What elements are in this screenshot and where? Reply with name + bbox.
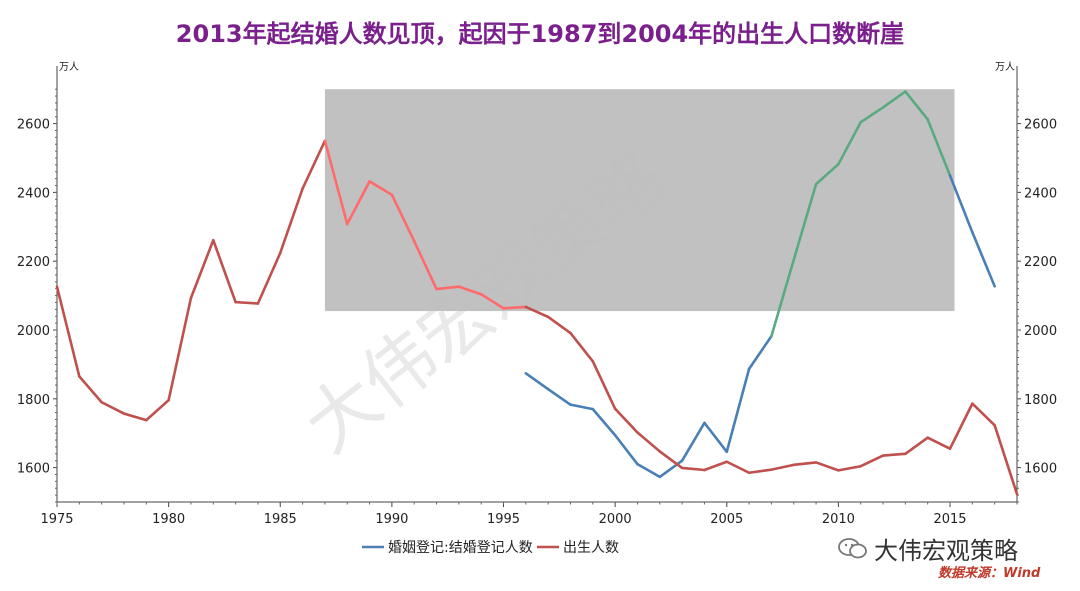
x-tick-label: 2005	[710, 512, 743, 527]
x-tick-label: 2010	[822, 512, 855, 527]
series-1-segment	[703, 421, 729, 454]
series-2-segment	[747, 468, 773, 475]
series-2-segment	[546, 315, 572, 335]
series-2-segment	[658, 450, 684, 470]
series-1-segment	[881, 90, 907, 109]
series-1-segment	[904, 90, 929, 121]
series-2-segment	[926, 436, 952, 450]
series-2-segment	[211, 238, 237, 304]
series-2-segment	[390, 193, 416, 243]
series-2-segment	[837, 464, 863, 472]
series-1-segment	[524, 372, 550, 391]
series-1-segment	[859, 106, 885, 124]
series-2-segment	[814, 461, 840, 472]
series-1-segment	[725, 367, 751, 454]
chart-title: 2013年起结婚人数见顶，起因于1987到2004年的出生人口数断崖	[175, 20, 905, 48]
series-2-segment	[859, 454, 885, 468]
y-tick-label-left: 2600	[17, 118, 50, 133]
series-2-segment	[680, 466, 706, 472]
y-tick-label-right: 2000	[1024, 324, 1057, 339]
series-1-segment	[658, 459, 684, 479]
y-tick-label-right: 1600	[1024, 462, 1057, 477]
series-2-segment	[524, 305, 550, 319]
series-2-segment	[725, 460, 751, 475]
y-unit-left: 万人	[59, 61, 79, 73]
series-1-segment	[546, 387, 572, 406]
series-2-segment	[792, 461, 818, 467]
series-1-segment	[948, 174, 974, 234]
series-1-segment	[636, 462, 662, 479]
series-1-segment	[926, 118, 952, 177]
series-2-segment	[569, 331, 595, 363]
y-tick-label-right: 2400	[1024, 186, 1057, 201]
series-2-segment	[971, 402, 996, 427]
series-2-segment	[770, 463, 796, 471]
legend-label-2: 出生人数	[563, 540, 619, 556]
x-tick-label: 1990	[375, 512, 408, 527]
y-tick-label-left: 2000	[17, 324, 50, 339]
legend: 婚姻登记:结婚登记人数 出生人数	[362, 540, 619, 556]
y-tick-label-right: 1800	[1024, 393, 1057, 408]
series-2-segment	[435, 285, 461, 291]
legend-label-1: 婚姻登记:结婚登记人数	[388, 540, 533, 556]
series-1-segment	[837, 120, 863, 166]
series-2-segment	[613, 407, 639, 434]
brand-name: 大伟宏观策略	[874, 537, 1018, 565]
axes-layer: 万人 万人 1600 1600 1800 1800 2000 2000 2200 2200 2400…	[17, 61, 1057, 527]
series-1-segment	[747, 334, 773, 371]
y-tick-label-left: 1600	[17, 462, 50, 477]
series-2-segment	[636, 431, 662, 453]
x-tick-label: 1975	[40, 512, 73, 527]
x-tick-label: 2015	[933, 512, 966, 527]
series-2-segment	[591, 360, 617, 411]
series-2-segment	[78, 375, 103, 404]
series-2-segment	[323, 139, 349, 226]
series-1-segment	[971, 231, 996, 288]
series-1-segment	[569, 403, 595, 411]
series-2-segment	[502, 305, 528, 310]
series-2-segment	[167, 296, 193, 402]
wechat-icon	[838, 537, 868, 560]
series-2-segment	[703, 460, 729, 472]
x-tick-label: 1985	[264, 512, 297, 527]
series-1-segment	[792, 182, 818, 262]
series-2-segment	[122, 412, 148, 422]
x-tick-label: 1980	[152, 512, 185, 527]
y-tick-label-left: 2400	[17, 186, 50, 201]
series-2-segment	[993, 423, 1019, 496]
series-2-segment	[278, 187, 304, 255]
series-1-segment	[591, 407, 617, 437]
series-1-segment	[680, 421, 706, 463]
x-tick-label: 2000	[599, 512, 632, 527]
series-2-segment	[881, 452, 907, 457]
series-2-segment	[904, 436, 929, 456]
series-layer	[55, 90, 1019, 496]
series-2-segment	[234, 300, 260, 305]
y-unit-right: 万人	[995, 61, 1015, 73]
series-2-segment	[345, 180, 371, 226]
series-2-segment	[368, 180, 394, 197]
series-2-segment	[479, 292, 505, 310]
series-2-segment	[189, 238, 215, 300]
series-2-segment	[100, 400, 126, 415]
x-tick-label: 1995	[487, 512, 520, 527]
y-tick-label-right: 2200	[1024, 255, 1057, 270]
series-1-segment	[814, 162, 840, 186]
series-2-segment	[256, 251, 282, 305]
y-tick-label-left: 1800	[17, 393, 50, 408]
series-2-segment	[301, 139, 327, 190]
series-2-segment	[457, 285, 483, 296]
brand-logo: 大伟宏观策略	[838, 531, 1018, 566]
y-tick-label-right: 2600	[1024, 118, 1057, 133]
series-2-segment	[55, 285, 81, 378]
series-2-segment	[145, 398, 170, 422]
series-2-segment	[412, 239, 438, 291]
y-tick-label-left: 2200	[17, 255, 50, 270]
series-2-segment	[948, 402, 974, 450]
source-note: 数据来源：Wind	[938, 566, 1041, 581]
series-1-segment	[770, 258, 796, 338]
series-1-segment	[613, 433, 639, 466]
